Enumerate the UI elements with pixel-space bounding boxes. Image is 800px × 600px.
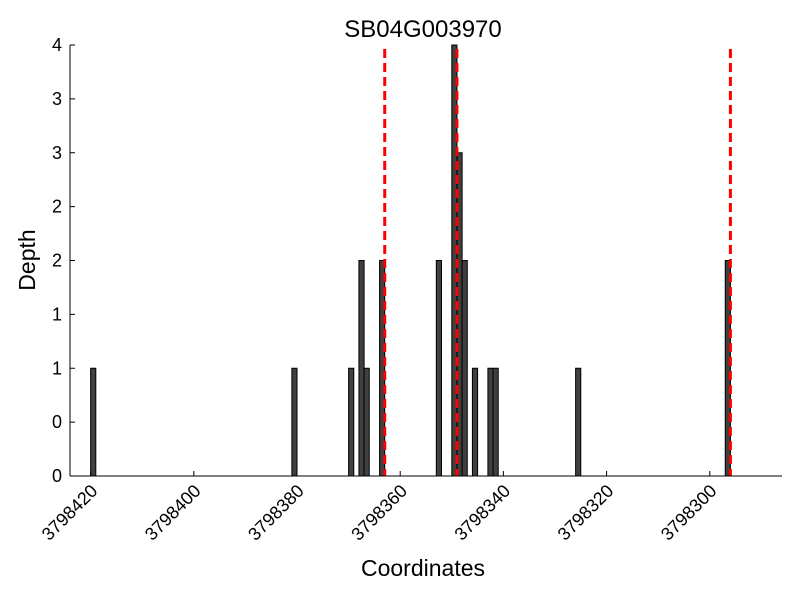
bar-13 [575, 367, 582, 477]
bar-12 [492, 367, 499, 477]
y-tick-label-5: 2 [52, 197, 62, 217]
x-axis-title: Coordinates [361, 555, 485, 581]
x-tick-label-0: 3798420 [38, 481, 102, 545]
bars-layer [90, 44, 731, 477]
bar-10 [471, 367, 479, 477]
chart-title: SB04G003970 [344, 16, 501, 43]
y-tick-label-7: 3 [52, 89, 62, 109]
bar-1 [291, 367, 298, 477]
x-tick-label-4: 3798340 [451, 481, 515, 545]
bar-3 [358, 260, 365, 477]
y-tick-label-8: 4 [52, 35, 62, 55]
x-tick-label-2: 3798380 [244, 481, 308, 545]
bar-0 [90, 367, 97, 477]
x-tick-label-6: 3798300 [657, 481, 721, 545]
y-tick-label-2: 1 [52, 358, 62, 378]
y-axis-title: Depth [14, 229, 40, 290]
bar-4 [363, 367, 370, 477]
x-tick-label-3: 3798360 [347, 481, 411, 545]
bar-6 [435, 260, 442, 477]
bar-9 [461, 260, 468, 477]
x-tick-label-1: 3798400 [141, 481, 205, 545]
x-tick-label-5: 3798320 [554, 481, 618, 545]
bar-11 [487, 367, 494, 477]
y-tick-label-1: 0 [52, 412, 62, 432]
y-tick-label-4: 2 [52, 251, 62, 271]
y-tick-label-3: 1 [52, 304, 62, 324]
y-tick-label-0: 0 [52, 466, 62, 486]
markers-layer [383, 49, 732, 476]
bar-2 [348, 367, 355, 477]
axes-layer [69, 45, 782, 477]
y-tick-label-6: 3 [52, 143, 62, 163]
